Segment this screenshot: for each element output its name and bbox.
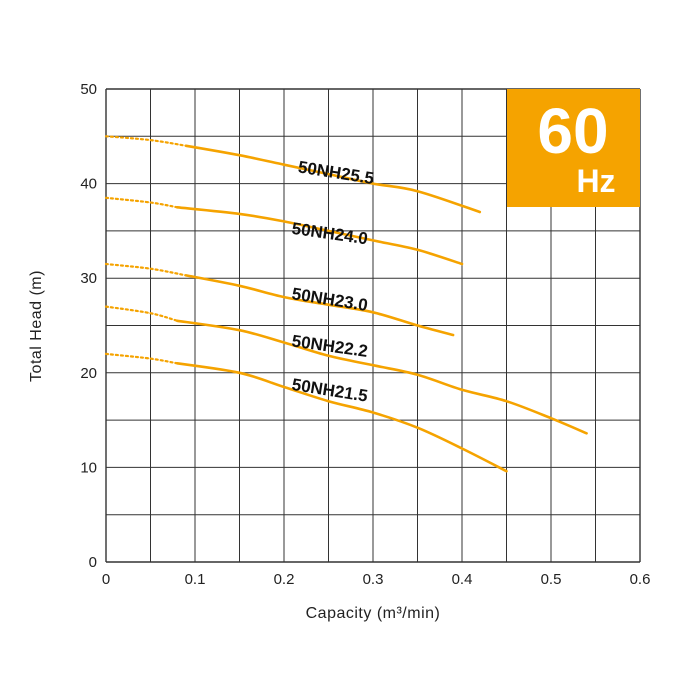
y-axis-title: Total Head (m) — [28, 270, 45, 382]
curve-line — [175, 206, 464, 266]
x-tick-label: 0.1 — [185, 571, 206, 588]
series-50NH21.5: 50NH21.5 — [104, 352, 508, 473]
series-50NH25.5: 50NH25.5 — [104, 135, 482, 214]
badge-frequency-value: 60 — [537, 95, 608, 167]
curve-extrapolated-dotted — [104, 305, 179, 322]
y-tick-label: 0 — [89, 554, 97, 571]
y-tick-label: 40 — [80, 176, 97, 193]
y-tick-label: 30 — [80, 270, 97, 287]
y-tick-label: 20 — [80, 365, 97, 382]
curve-line — [184, 274, 455, 337]
curve-extrapolated-dotted — [104, 352, 179, 365]
series-label: 50NH24.0 — [291, 219, 369, 248]
x-tick-label: 0.5 — [541, 571, 562, 588]
x-tick-label: 0.6 — [630, 571, 651, 588]
x-tick-label: 0.4 — [452, 571, 473, 588]
x-tick-label: 0.2 — [274, 571, 295, 588]
y-tick-label: 10 — [80, 459, 97, 476]
frequency-badge: 60 Hz — [507, 89, 640, 207]
x-tick-label: 0.3 — [363, 571, 384, 588]
curve-line — [184, 144, 482, 214]
curve-extrapolated-dotted — [104, 262, 188, 277]
curve-extrapolated-dotted — [104, 196, 179, 209]
series-50NH23.0: 50NH23.0 — [104, 262, 455, 337]
curve-extrapolated-dotted — [104, 135, 188, 147]
x-axis-title: Capacity (m³/min) — [306, 605, 441, 622]
series-label: 50NH23.0 — [290, 284, 369, 315]
badge-background — [507, 89, 640, 207]
y-tick-label: 50 — [80, 81, 97, 98]
badge-frequency-unit: Hz — [576, 163, 615, 199]
axis-ticks: 0 0.1 0.2 0.3 0.4 0.5 0.6 0 10 20 30 40 50 — [80, 81, 650, 588]
curve-line — [175, 362, 508, 473]
curve-line — [175, 319, 588, 435]
x-tick-label: 0 — [102, 571, 110, 588]
